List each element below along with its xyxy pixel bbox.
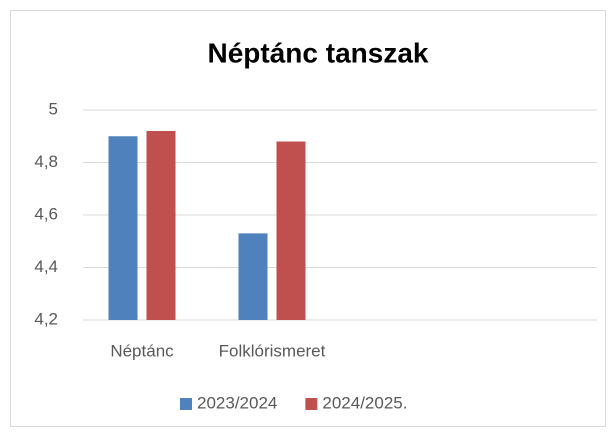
y-tick-label: 4,6 — [34, 204, 58, 223]
bar — [146, 131, 176, 320]
x-tick-label: Néptánc — [110, 341, 174, 360]
chart-title: Néptánc tanszak — [208, 37, 429, 68]
legend-label: 2023/2024 — [197, 393, 277, 412]
x-tick-label: Folklórismeret — [219, 341, 326, 360]
y-tick-label: 4,8 — [34, 152, 58, 171]
y-tick-label: 4,2 — [34, 309, 58, 328]
bar — [276, 141, 306, 320]
legend-swatch — [180, 398, 192, 410]
y-tick-label: 4,4 — [34, 257, 58, 276]
legend-label: 2024/2025. — [322, 393, 407, 412]
chart-frame — [10, 10, 606, 427]
bar — [108, 136, 138, 320]
bar — [238, 233, 268, 320]
legend-swatch — [305, 398, 318, 410]
y-tick-label: 5 — [49, 99, 58, 118]
